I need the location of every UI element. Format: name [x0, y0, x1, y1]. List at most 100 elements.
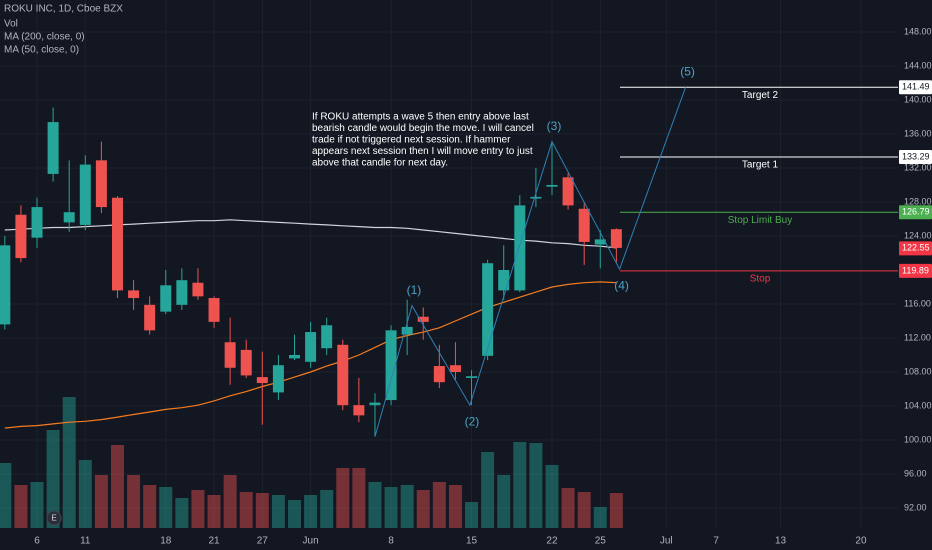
x-tick-label: 21 — [208, 536, 220, 547]
y-tick-label: 132.00 — [904, 162, 932, 172]
x-tick-label: 25 — [595, 536, 607, 547]
y-tick-label: 144.00 — [904, 60, 932, 70]
volume-bar — [159, 487, 173, 528]
candle-body — [610, 229, 622, 248]
y-tick-label: 136.00 — [904, 128, 932, 138]
candle-body — [482, 263, 494, 356]
volume-bar — [336, 468, 350, 528]
candle-body — [514, 205, 526, 291]
volume-bar — [481, 452, 495, 528]
candle-body — [95, 160, 107, 208]
note-line: If ROKU attempts a wave 5 then entry abo… — [312, 112, 529, 123]
wave-label: (1) — [407, 283, 422, 297]
x-tick-label: 15 — [466, 536, 478, 547]
candle-body — [562, 177, 574, 206]
level-label: Stop — [750, 274, 771, 285]
note-line: above that candle for next day. — [312, 158, 448, 169]
candle-body — [256, 377, 268, 384]
candle-body — [289, 355, 301, 359]
candle-body — [15, 214, 27, 259]
volume-bar — [46, 430, 60, 528]
volume-bar — [320, 490, 334, 528]
chart-title: ROKU INC, 1D, Cboe BZX — [4, 4, 123, 15]
volume-bar — [255, 493, 269, 528]
volume-bar — [545, 465, 559, 528]
volume-bar — [191, 490, 205, 528]
volume-bar — [384, 487, 398, 528]
candle-body — [160, 285, 172, 312]
volume-bar — [271, 495, 285, 528]
price-tag-label: 133.29 — [902, 151, 930, 161]
x-tick-label: 11 — [80, 536, 91, 547]
y-tick-label: 92.00 — [904, 502, 927, 512]
volume-bar — [497, 475, 511, 528]
volume-pane — [0, 397, 623, 528]
candle-body — [337, 344, 349, 406]
candle-body — [63, 212, 75, 223]
wave-line — [374, 87, 687, 437]
y-tick-label: 96.00 — [904, 468, 927, 478]
volume-bar — [593, 507, 607, 528]
candle-body — [417, 316, 429, 322]
candle-body — [31, 207, 43, 238]
x-tick-label: 8 — [388, 536, 394, 547]
volume-bar — [62, 397, 76, 528]
volume-bar — [465, 502, 479, 528]
x-tick-label: 22 — [546, 536, 558, 547]
candle-body — [321, 325, 333, 349]
candle-body — [47, 122, 59, 174]
volume-bar — [561, 488, 575, 528]
volume-bar — [94, 475, 108, 528]
volume-bar — [400, 485, 414, 528]
y-tick-label: 112.00 — [904, 332, 931, 342]
candle-body — [305, 332, 317, 362]
volume-bar — [304, 495, 318, 528]
earnings-label: E — [51, 514, 56, 523]
candle-body — [272, 365, 284, 393]
price-pane — [0, 107, 622, 437]
candle-body — [240, 349, 252, 376]
wave-label: (3) — [547, 119, 562, 133]
candle-body — [578, 208, 590, 242]
volume-bar — [110, 445, 124, 528]
y-tick-label: 108.00 — [904, 366, 932, 376]
volume-bar — [448, 485, 462, 528]
volume-bar — [30, 482, 44, 528]
price-tag — [899, 205, 932, 220]
volume-bar — [352, 468, 366, 528]
candle-body — [128, 290, 140, 299]
legend-entry: MA (200, close, 0) — [4, 32, 85, 43]
candle-body — [353, 405, 365, 416]
y-tick-label: 140.00 — [904, 94, 932, 104]
level-label: Stop Limit Buy — [728, 215, 792, 226]
volume-bar — [416, 490, 430, 528]
earnings-icon — [46, 510, 62, 526]
candle-body — [369, 402, 381, 406]
x-tick-label: 20 — [855, 536, 867, 547]
x-tick-label: 7 — [713, 536, 719, 547]
level-label: Target 2 — [742, 90, 779, 101]
candle-body — [546, 184, 558, 187]
price-tag — [899, 80, 932, 95]
note-line: bearish candle would begin the move. I w… — [312, 123, 534, 134]
candle-body — [466, 376, 478, 378]
price-tag-label: 119.89 — [902, 265, 929, 275]
y-tick-label: 128.00 — [904, 196, 932, 206]
volume-bar — [432, 482, 446, 528]
wave-label: (4) — [614, 278, 629, 292]
volume-bar — [223, 475, 237, 528]
last-price-tag — [899, 241, 932, 256]
volume-bar — [368, 482, 382, 528]
moving-average — [4, 281, 617, 429]
note-line: appears next session then I will move en… — [312, 146, 533, 157]
volume-bar — [175, 498, 189, 528]
volume-bar — [288, 500, 302, 528]
x-tick-label: 27 — [257, 536, 269, 547]
volume-bar — [0, 463, 12, 528]
candle-body — [176, 280, 188, 305]
x-tick-label: Jun — [303, 536, 319, 547]
candle-body — [401, 326, 413, 335]
volume-bar — [207, 495, 221, 528]
